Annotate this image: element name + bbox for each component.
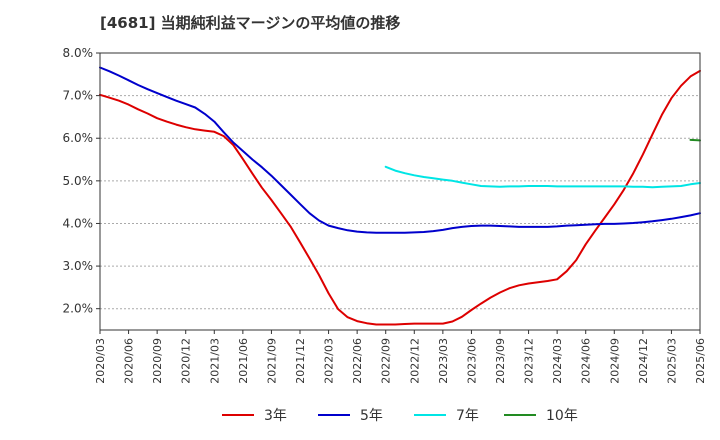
x-tick-label: 2023/09 — [494, 338, 507, 384]
plot-frame — [99, 52, 701, 331]
series-line-0 — [99, 69, 701, 326]
y-tick-label: 5.0% — [63, 174, 94, 188]
legend: 3年 5年 7年 10年 — [222, 408, 578, 424]
legend-label-3: 10年 — [546, 408, 578, 424]
x-tick-label: 2021/09 — [265, 338, 278, 384]
y-tick-label: 7.0% — [63, 89, 94, 103]
x-tick-label: 2025/03 — [665, 338, 678, 384]
y-tick-label: 4.0% — [63, 216, 94, 230]
x-tick-label: 2023/06 — [465, 338, 478, 384]
x-tick-label: 2022/12 — [408, 338, 421, 384]
y-axis: 2.0% 3.0% 4.0% 5.0% 6.0% 7.0% 8.0% — [63, 46, 100, 316]
y-tick-label: 3.0% — [63, 259, 94, 273]
chart-title: [4681] 当期純利益マージンの平均値の推移 — [100, 14, 401, 32]
x-tick-label: 2024/06 — [580, 338, 593, 384]
x-tick-label: 2020/12 — [180, 338, 193, 384]
plot-border — [99, 52, 701, 331]
x-tick-label: 2023/12 — [523, 338, 536, 384]
legend-label-0: 3年 — [264, 408, 287, 424]
series-lines — [99, 66, 701, 326]
x-tick-label: 2022/09 — [380, 338, 393, 384]
x-tick-label: 2021/06 — [237, 338, 250, 384]
series-line-1 — [99, 66, 701, 234]
x-tick-label: 2025/06 — [694, 338, 707, 384]
x-tick-label: 2021/03 — [208, 338, 221, 384]
legend-label-1: 5年 — [360, 408, 383, 424]
x-tick-label: 2020/03 — [94, 338, 107, 384]
x-tick-label: 2020/09 — [151, 338, 164, 384]
y-tick-label: 6.0% — [63, 131, 94, 145]
x-tick-label: 2024/12 — [637, 338, 650, 384]
series-line-2 — [384, 165, 701, 189]
series-line-3 — [689, 138, 701, 142]
y-tick-label: 2.0% — [63, 302, 94, 316]
x-axis: 2020/03 2020/06 2020/09 2020/12 2021/03 2021/… — [94, 330, 707, 384]
grid-lines — [100, 52, 700, 310]
y-tick-label: 8.0% — [63, 46, 94, 60]
x-tick-label: 2022/06 — [351, 338, 364, 384]
x-tick-label: 2022/03 — [323, 338, 336, 384]
x-tick-label: 2024/09 — [608, 338, 621, 384]
x-tick-label: 2023/03 — [437, 338, 450, 384]
x-tick-label: 2024/03 — [551, 338, 564, 384]
legend-label-2: 7年 — [456, 408, 479, 424]
x-tick-label: 2020/06 — [123, 338, 136, 384]
x-tick-label: 2021/12 — [294, 338, 307, 384]
